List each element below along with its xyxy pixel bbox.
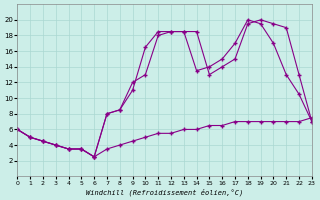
- X-axis label: Windchill (Refroidissement éolien,°C): Windchill (Refroidissement éolien,°C): [86, 188, 243, 196]
